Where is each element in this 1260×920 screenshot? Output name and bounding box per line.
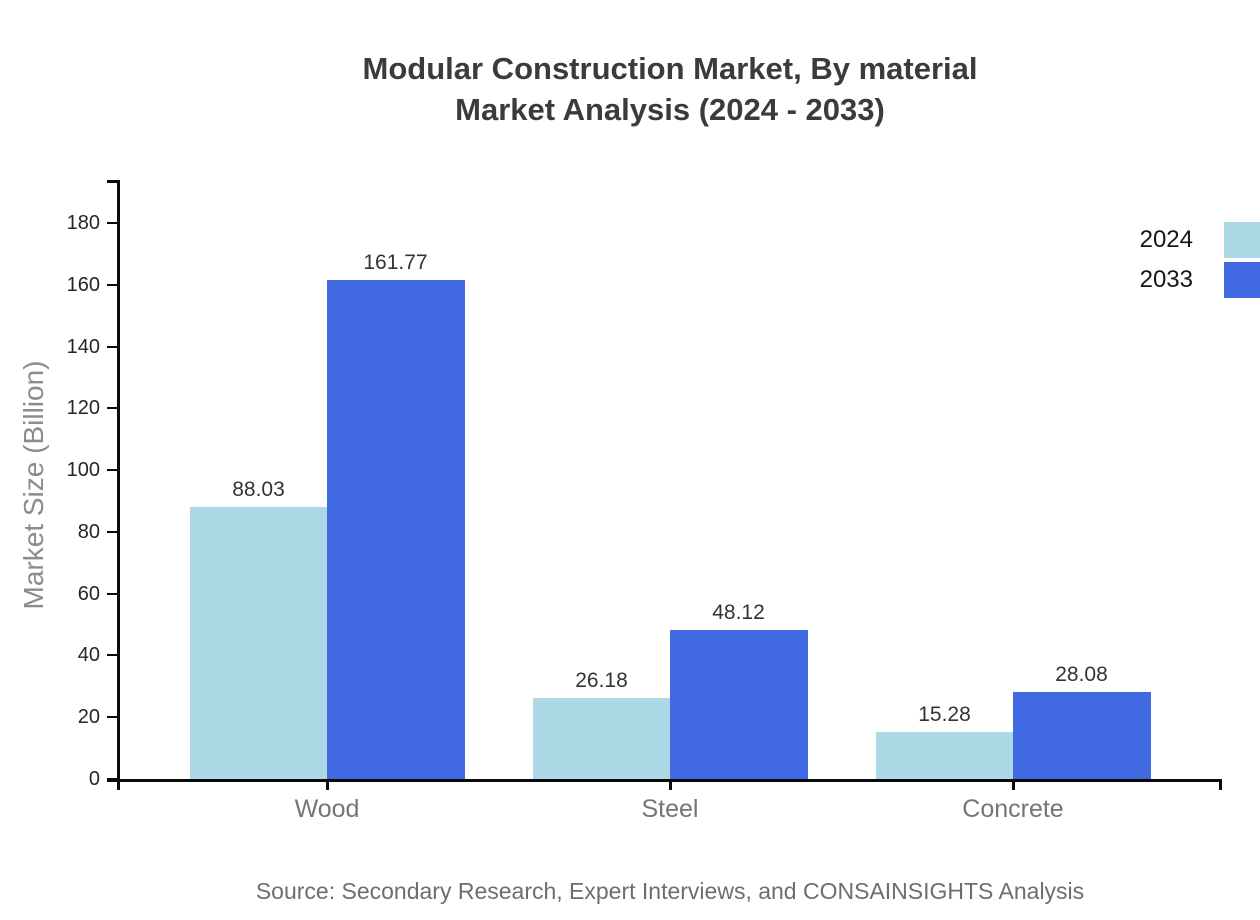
y-tick-160 [107,283,118,286]
y-tick-label-80: 80 [77,520,100,543]
x-tick-wood [326,782,329,790]
legend-label-2024: 2024 [1139,226,1193,253]
bar-2033-wood [327,279,465,779]
y-tick-label-100: 100 [66,459,100,482]
y-tick-180 [107,222,118,225]
bar-value-2024-wood: 88.03 [232,478,285,502]
y-tick-120 [107,407,118,410]
bar-value-2033-wood: 161.77 [363,250,428,274]
y-tick-label-120: 120 [66,397,100,420]
x-category-label-steel: Steel [641,795,699,823]
legend-swatch-2024 [1224,222,1260,258]
y-tick-80 [107,530,118,533]
y-tick-0 [107,778,118,780]
y-axis-line [117,180,120,790]
chart-title-line-1: Modular Construction Market, By material [362,51,978,86]
x-category-label-concrete: Concrete [962,795,1064,823]
y-tick-label-180: 180 [66,212,100,235]
bar-2033-steel [670,630,808,779]
bar-2033-concrete [1013,692,1151,779]
bar-2024-steel [533,698,670,779]
x-category-label-wood: Wood [294,795,360,823]
y-tick-20 [107,716,118,719]
bar-value-2033-concrete: 28.08 [1055,663,1108,687]
bar-value-2024-concrete: 15.28 [918,702,971,726]
source-note: Source: Secondary Research, Expert Inter… [255,878,1085,904]
chart-title-line-2: Market Analysis (2024 - 2033) [455,92,885,127]
x-axis-line [107,779,1222,782]
y-tick-label-140: 140 [66,335,100,358]
bar-2024-concrete [876,731,1013,779]
x-axis-end-tick [1219,782,1222,790]
y-tick-140 [107,345,118,348]
y-tick-100 [107,469,118,472]
legend-label-2033: 2033 [1139,266,1193,293]
y-tick-60 [107,592,118,595]
bar-value-2024-steel: 26.18 [575,669,628,693]
chart-title: Modular Construction Market, By material… [363,48,978,130]
bar-2024-wood [190,507,327,779]
x-tick-steel [669,782,672,790]
bar-value-2033-steel: 48.12 [712,601,765,625]
y-tick-label-160: 160 [66,273,100,296]
y-tick-40 [107,654,118,657]
y-tick-label-40: 40 [77,644,100,667]
y-tick-label-20: 20 [77,706,100,729]
y-tick-label-0: 0 [88,768,100,790]
x-tick-concrete [1012,782,1015,790]
y-tick-label-60: 60 [77,582,100,605]
legend-swatch-2033 [1224,262,1260,298]
y-axis-top-cap [107,180,120,183]
